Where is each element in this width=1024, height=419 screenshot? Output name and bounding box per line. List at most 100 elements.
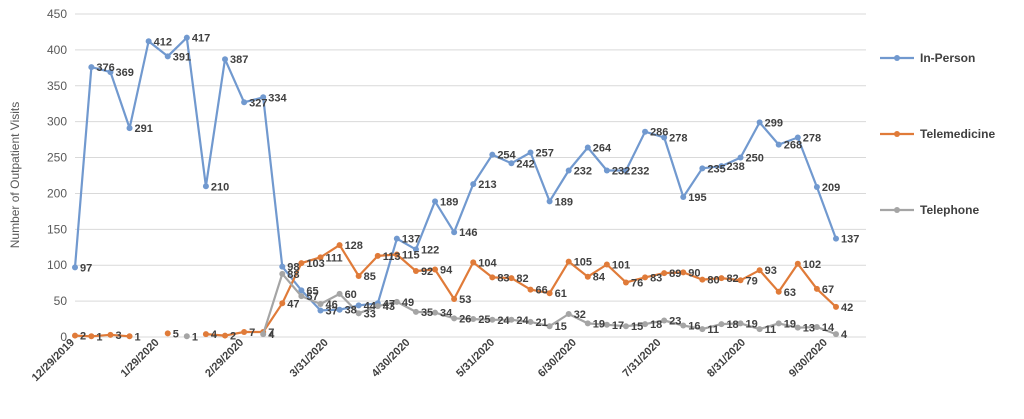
telephone-point bbox=[412, 308, 419, 315]
in-person-data-label: 278 bbox=[803, 132, 821, 144]
telemedicine-point bbox=[756, 267, 763, 274]
in-person-point bbox=[642, 128, 649, 135]
telemedicine-data-label: 1 bbox=[135, 331, 141, 343]
in-person-point bbox=[298, 287, 305, 294]
in-person-point bbox=[279, 263, 286, 270]
in-person-data-label: 387 bbox=[230, 54, 248, 66]
in-person-point bbox=[202, 183, 209, 190]
in-person-data-label: 97 bbox=[80, 262, 92, 274]
in-person-data-label: 232 bbox=[612, 165, 630, 177]
telemedicine-point bbox=[88, 333, 95, 340]
y-tick-label: 200 bbox=[47, 186, 67, 200]
telemedicine-point bbox=[336, 242, 343, 249]
in-person-point bbox=[222, 56, 229, 63]
in-person-point bbox=[756, 119, 763, 126]
in-person-data-label: 137 bbox=[841, 234, 859, 246]
telephone-point bbox=[336, 290, 343, 297]
x-tick-label: 2/29/2020 bbox=[203, 337, 246, 380]
telephone-data-label: 25 bbox=[478, 314, 490, 326]
in-person-point bbox=[393, 235, 400, 242]
in-person-data-label: 257 bbox=[536, 148, 554, 160]
telephone-point bbox=[260, 331, 267, 338]
in-person-point bbox=[680, 194, 687, 201]
telemedicine-point bbox=[126, 333, 133, 340]
y-tick-label: 0 bbox=[60, 330, 67, 344]
telemedicine-data-label: 7 bbox=[268, 327, 274, 339]
in-person-data-label: 232 bbox=[631, 165, 649, 177]
in-person-point bbox=[451, 229, 458, 236]
telephone-point bbox=[527, 318, 534, 325]
in-person-data-label: 38 bbox=[345, 305, 357, 317]
in-person-data-label: 209 bbox=[822, 182, 840, 194]
in-person-point bbox=[355, 302, 362, 309]
telemedicine-data-label: 113 bbox=[383, 251, 401, 263]
telephone-data-label: 1 bbox=[192, 331, 198, 343]
x-tick-label: 12/29/2019 bbox=[30, 337, 77, 384]
telemedicine-data-label: 101 bbox=[612, 260, 630, 272]
telemedicine-point bbox=[489, 274, 496, 281]
in-person-point bbox=[584, 144, 591, 151]
telephone-point bbox=[642, 321, 649, 328]
telemedicine-data-label: 3 bbox=[115, 330, 121, 342]
in-person-point bbox=[145, 38, 152, 45]
telephone-data-label: 19 bbox=[593, 318, 605, 330]
telephone-data-label: 21 bbox=[536, 317, 548, 329]
telemedicine-data-label: 102 bbox=[803, 259, 821, 271]
in-person-point bbox=[718, 163, 725, 170]
telephone-point bbox=[546, 323, 553, 330]
telephone-data-label: 16 bbox=[688, 321, 700, 333]
in-person-point bbox=[336, 306, 343, 313]
telemedicine-point bbox=[680, 269, 687, 276]
in-person-data-label: 291 bbox=[135, 123, 153, 135]
telephone-point bbox=[508, 316, 515, 323]
telemedicine-data-label: 5 bbox=[173, 328, 179, 340]
telephone-data-label: 11 bbox=[707, 324, 719, 336]
telephone-data-label: 26 bbox=[459, 313, 471, 325]
in-person-point bbox=[72, 264, 78, 271]
telephone-point bbox=[317, 300, 324, 307]
in-person-data-label: 44 bbox=[364, 300, 377, 312]
in-person-point bbox=[546, 198, 553, 205]
x-tick-label: 4/30/2020 bbox=[370, 337, 413, 380]
telemedicine-point bbox=[298, 260, 305, 267]
y-tick-label: 50 bbox=[54, 294, 68, 308]
telemedicine-data-label: 103 bbox=[306, 258, 324, 270]
in-person-data-label: 122 bbox=[421, 244, 439, 256]
telemedicine-point bbox=[508, 275, 515, 282]
in-person-data-label: 278 bbox=[669, 132, 687, 144]
telemedicine-point bbox=[222, 332, 229, 339]
telephone-point bbox=[298, 293, 305, 300]
telemedicine-point bbox=[661, 270, 668, 277]
y-tick-label: 450 bbox=[47, 7, 67, 21]
in-person-point bbox=[260, 94, 267, 101]
in-person-data-label: 327 bbox=[249, 97, 267, 109]
x-tick-label: 6/30/2020 bbox=[536, 337, 579, 380]
in-person-data-label: 238 bbox=[726, 161, 744, 173]
in-person-point bbox=[775, 141, 782, 148]
telephone-data-label: 18 bbox=[726, 319, 738, 331]
x-tick-label: 8/31/2020 bbox=[705, 337, 748, 380]
telemedicine-data-label: 2 bbox=[230, 331, 236, 343]
telephone-point bbox=[699, 326, 706, 333]
telephone-point bbox=[393, 298, 400, 305]
telemedicine-data-label: 61 bbox=[555, 288, 567, 300]
telemedicine-point bbox=[317, 254, 324, 261]
in-person-point bbox=[527, 149, 534, 156]
telephone-point bbox=[355, 310, 362, 317]
in-person-data-label: 232 bbox=[574, 165, 592, 177]
telephone-data-label: 19 bbox=[784, 318, 796, 330]
telemedicine-series-line bbox=[74, 244, 837, 338]
telephone-data-label: 60 bbox=[345, 289, 357, 301]
telephone-point bbox=[794, 324, 801, 331]
y-tick-label: 300 bbox=[47, 115, 67, 129]
in-person-data-label: 264 bbox=[593, 143, 612, 155]
telephone-data-label: 4 bbox=[268, 329, 275, 341]
telemedicine-data-label: 47 bbox=[287, 298, 299, 310]
telemedicine-data-label: 92 bbox=[421, 266, 433, 278]
y-axis-ticks: 0 50 100 150 200 250 300 350 400 450 bbox=[47, 7, 67, 344]
in-person-data-label: 189 bbox=[440, 196, 458, 208]
x-tick-label: 7/31/2020 bbox=[620, 337, 663, 380]
in-person-point bbox=[794, 134, 801, 141]
in-person-legend-marker bbox=[894, 55, 900, 61]
telephone-data-label: 24 bbox=[497, 315, 510, 327]
